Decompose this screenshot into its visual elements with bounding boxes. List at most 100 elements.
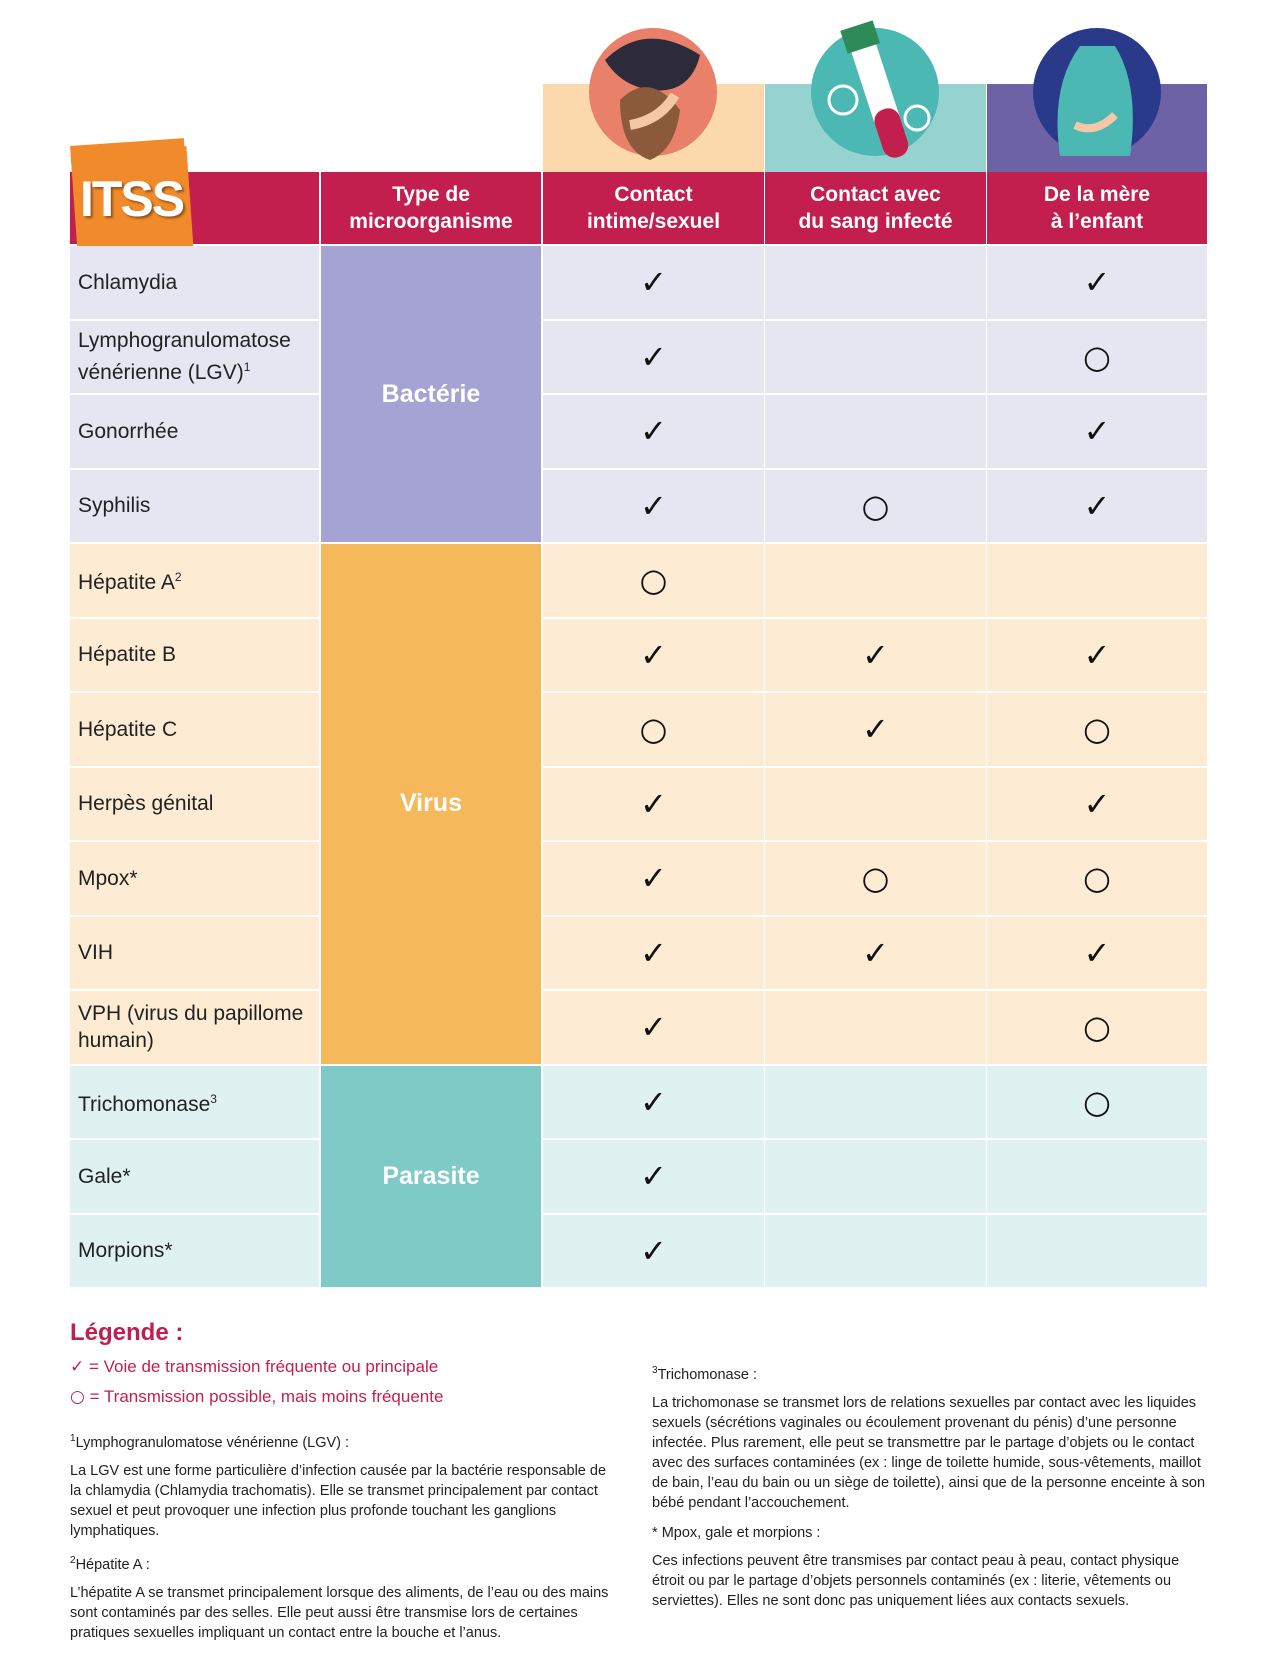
footnote-ref: 2 <box>174 570 182 585</box>
table-cell: ○ <box>543 693 764 766</box>
check-mark: ✓ <box>862 635 889 674</box>
row-label: Morpions* <box>70 1214 319 1287</box>
table-cell <box>765 320 986 393</box>
table-cell <box>987 1214 1207 1287</box>
row-name-text: Chlamydia <box>78 270 178 294</box>
table-cell: ✓ <box>543 842 764 915</box>
legend-title: Légende : <box>70 1319 184 1346</box>
row-name: Gale* <box>78 1163 131 1190</box>
row-name-text: Hépatite A <box>78 571 175 595</box>
row-name-text: Mpox* <box>78 866 138 890</box>
row-label: Mpox* <box>70 842 319 915</box>
row-label: Gale* <box>70 1140 319 1213</box>
table-cell: ✓ <box>987 246 1207 319</box>
icon-pregnant <box>1033 28 1161 156</box>
check-mark: ✓ <box>640 337 667 376</box>
check-mark: ✓ <box>640 486 667 525</box>
row-name-text: Lymphogranulomatose vénérienne (LGV) <box>78 329 291 385</box>
icon-blood-tube <box>811 20 939 158</box>
column-header: Contact avec du sang infecté <box>765 172 986 244</box>
row-label: Hépatite B <box>70 618 319 691</box>
check-mark: ✓ <box>1083 263 1111 302</box>
footnote-text: La LGV est une forme particulière d’infe… <box>70 1462 607 1539</box>
table-cell <box>765 1140 986 1213</box>
table-cell: ✓ <box>987 767 1207 840</box>
row-label: VPH (virus du papillome humain) <box>70 991 319 1064</box>
row-name-text: Gonorrhée <box>78 419 179 443</box>
circle-mark: ○ <box>1083 337 1111 376</box>
footnote-title: 2Hépatite A : <box>70 1551 620 1575</box>
row-name-text: Gale* <box>78 1164 131 1188</box>
circle-mark: ○ <box>639 561 668 600</box>
row-label: Hépatite C <box>70 693 319 766</box>
check-mark: ✓ <box>862 933 889 972</box>
table-cell: ✓ <box>765 916 986 989</box>
table-cell: ✓ <box>543 246 764 319</box>
footnote-ref: 1 <box>243 360 251 375</box>
row-name: VPH (virus du papillome humain) <box>78 1000 311 1054</box>
footnote-mark: 3 <box>652 1365 658 1376</box>
check-mark: ✓ <box>640 263 667 302</box>
row-name: Gonorrhée <box>78 418 178 445</box>
table-cell: ✓ <box>987 469 1207 542</box>
circle-mark: ○ <box>1083 1082 1111 1121</box>
legend-text: = Voie de transmission fréquente ou prin… <box>88 1357 439 1376</box>
footnotes-right: 3Trichomonase : La trichomonase se transm… <box>652 1361 1207 1621</box>
icon-embrace <box>589 28 717 160</box>
row-name-text: Morpions* <box>78 1239 173 1263</box>
footnote-mark: * <box>652 1524 658 1541</box>
row-label: Gonorrhée <box>70 395 319 468</box>
check-mark: ✓ <box>862 710 889 749</box>
footnote-title: * Mpox, gale et morpions : <box>652 1523 1207 1543</box>
check-mark: ✓ <box>640 1082 667 1121</box>
footnote-ref: 3 <box>210 1091 217 1106</box>
table-cell: ○ <box>987 842 1207 915</box>
row-name-text: Hépatite C <box>78 717 178 741</box>
check-mark: ✓ <box>1083 933 1111 972</box>
check-mark: ✓ <box>1083 486 1111 525</box>
legend-symbol: ○ <box>70 1387 85 1407</box>
table-cell: ○ <box>543 544 764 617</box>
row-label: Lymphogranulomatose vénérienne (LGV)1 <box>70 320 319 393</box>
footnote-text: L’hépatite A se transmet principalement … <box>70 1584 609 1641</box>
footnote-text: La trichomonase se transmet lors de rela… <box>652 1394 1206 1511</box>
table-cell <box>987 1140 1207 1213</box>
footnote-heading: Trichomonase : <box>657 1366 757 1383</box>
table-cell: ○ <box>765 469 986 542</box>
microorganism-type: Parasite <box>321 1065 541 1287</box>
footnote-text: Ces infections peuvent être transmises p… <box>652 1552 1180 1609</box>
table-cell: ✓ <box>543 618 764 691</box>
legend-item: ○ = Transmission possible, mais moins fr… <box>70 1387 443 1407</box>
table-cell: ✓ <box>765 618 986 691</box>
logo-text: ITSS <box>80 171 185 227</box>
footnote-mark: 2 <box>70 1554 76 1566</box>
circle-mark: ○ <box>1083 1008 1111 1047</box>
check-mark: ✓ <box>640 933 667 972</box>
row-label: Chlamydia <box>70 246 319 319</box>
row-name: Lymphogranulomatose vénérienne (LGV)1 <box>78 327 311 386</box>
row-name: Morpions* <box>78 1237 173 1264</box>
row-name: Hépatite A2 <box>78 564 182 596</box>
footnote-heading: Lymphogranulomatose vénérienne (LGV) : <box>75 1434 350 1451</box>
row-name-text: Herpès génital <box>78 792 214 816</box>
row-name-text: Hépatite B <box>78 643 177 667</box>
footnote-mark: 1 <box>70 1433 76 1444</box>
check-mark: ✓ <box>640 1008 667 1047</box>
row-name-text: Syphilis <box>78 494 151 518</box>
row-name: VIH <box>78 939 113 966</box>
table-cell: ✓ <box>543 395 764 468</box>
check-mark: ✓ <box>640 1231 667 1270</box>
table-cell <box>765 1065 986 1138</box>
row-name-text: VIH <box>78 941 114 965</box>
row-label: Trichomonase3 <box>70 1065 319 1138</box>
table-cell: ○ <box>987 1065 1207 1138</box>
row-name-text: Trichomonase <box>78 1092 211 1116</box>
table-cell: ✓ <box>543 767 764 840</box>
table-cell: ✓ <box>987 395 1207 468</box>
row-name: Trichomonase3 <box>78 1086 217 1118</box>
check-mark: ✓ <box>640 635 667 674</box>
table-cell: ✓ <box>543 320 764 393</box>
check-mark: ✓ <box>640 859 667 898</box>
legend-symbol: ✓ <box>70 1357 85 1377</box>
